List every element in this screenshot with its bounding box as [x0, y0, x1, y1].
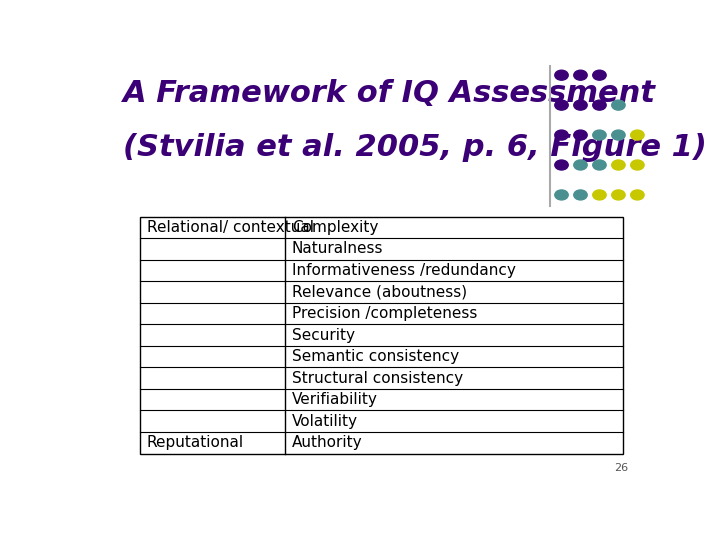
Circle shape: [574, 130, 588, 140]
Text: Reputational: Reputational: [147, 435, 244, 450]
Text: Precision /completeness: Precision /completeness: [292, 306, 477, 321]
Circle shape: [574, 100, 588, 110]
Text: (Stvilia et al. 2005, p. 6, Figure 1): (Stvilia et al. 2005, p. 6, Figure 1): [124, 133, 707, 163]
Bar: [140, 217, 623, 454]
Circle shape: [593, 100, 606, 110]
Circle shape: [593, 190, 606, 200]
Circle shape: [631, 190, 644, 200]
Text: Structural consistency: Structural consistency: [292, 370, 463, 386]
Circle shape: [612, 100, 625, 110]
Circle shape: [593, 130, 606, 140]
Circle shape: [574, 70, 588, 80]
Circle shape: [631, 130, 644, 140]
Circle shape: [612, 190, 625, 200]
Text: Relevance (aboutness): Relevance (aboutness): [292, 285, 467, 300]
Circle shape: [574, 160, 588, 170]
Text: Relational/ contextual: Relational/ contextual: [147, 220, 314, 235]
Circle shape: [574, 190, 588, 200]
Circle shape: [555, 70, 568, 80]
Text: Verifiability: Verifiability: [292, 392, 377, 407]
Circle shape: [555, 130, 568, 140]
Circle shape: [631, 160, 644, 170]
Text: Volatility: Volatility: [292, 414, 358, 429]
Circle shape: [555, 100, 568, 110]
Circle shape: [612, 130, 625, 140]
Text: Authority: Authority: [292, 435, 362, 450]
Text: Security: Security: [292, 328, 355, 342]
Circle shape: [593, 160, 606, 170]
Circle shape: [555, 190, 568, 200]
Text: 26: 26: [614, 463, 629, 473]
Circle shape: [593, 70, 606, 80]
Text: A Framework of IQ Assessment: A Framework of IQ Assessment: [124, 79, 657, 109]
Text: Informativeness /redundancy: Informativeness /redundancy: [292, 263, 516, 278]
Circle shape: [555, 160, 568, 170]
Text: Complexity: Complexity: [292, 220, 378, 235]
Text: Semantic consistency: Semantic consistency: [292, 349, 459, 364]
Circle shape: [612, 160, 625, 170]
Text: Naturalness: Naturalness: [292, 241, 383, 256]
